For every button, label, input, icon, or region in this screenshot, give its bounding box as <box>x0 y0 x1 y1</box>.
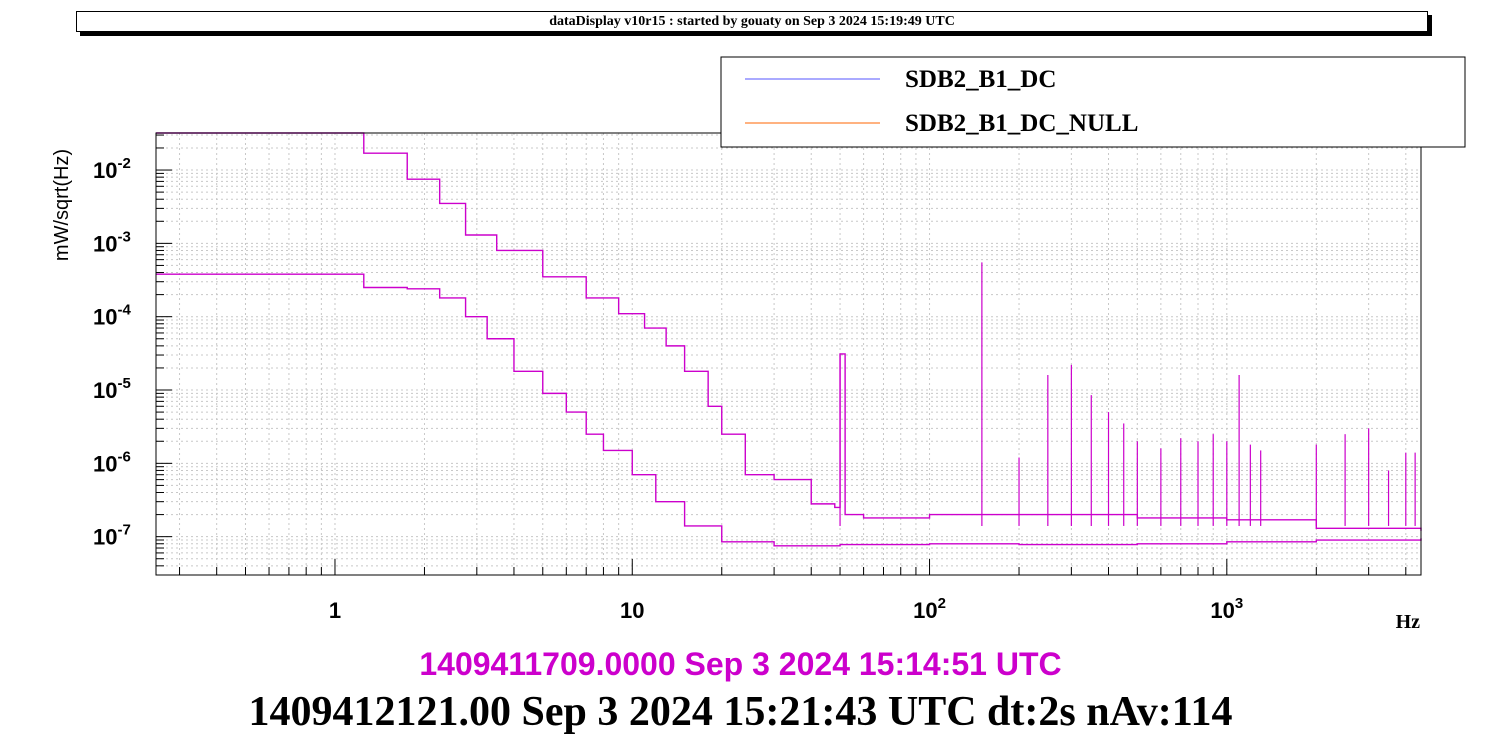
x-axis-title: Hz <box>1396 611 1421 633</box>
x-tick-labels: 1 10 102 103 <box>329 595 1243 623</box>
legend-box <box>720 56 1466 148</box>
start-time-label: 1409411709.0000 Sep 3 2024 15:14:51 UTC <box>419 646 1062 682</box>
canvas-title: dataDisplay v10r15 : started by gouaty o… <box>76 11 1428 32</box>
legend: SDB2_B1_DC SDB2_B1_DC_NULL <box>720 56 1466 148</box>
x-tick-label: 1 <box>329 598 341 623</box>
y-tick-labels: 10-2 10-3 10-4 10-5 10-6 10-7 <box>93 155 131 550</box>
legend-label-series-2: SDB2_B1_DC_NULL <box>905 110 1138 137</box>
y-tick-label: 10-2 <box>93 155 131 183</box>
series-line-2 <box>156 273 1422 547</box>
y-tick-label: 10-6 <box>93 448 131 476</box>
grid-lines <box>156 133 1421 576</box>
x-tick-label: 103 <box>1210 595 1243 623</box>
data-series <box>156 132 1422 547</box>
y-tick-label: 10-4 <box>93 302 131 330</box>
spectrum-chart: 1 10 102 103 10-2 10-3 10-4 10-5 10-6 10-7 mW/sq… <box>51 56 1466 633</box>
y-tick-label: 10-7 <box>93 522 131 550</box>
y-tick-label: 10-3 <box>93 228 131 256</box>
x-tick-label: 102 <box>913 595 946 623</box>
y-axis-title: mW/sqrt(Hz) <box>51 149 73 261</box>
spectral-peaks <box>839 262 1416 526</box>
end-time-label: 1409412121.00 Sep 3 2024 15:21:43 UTC dt… <box>248 689 1233 735</box>
legend-label-series-1: SDB2_B1_DC <box>905 66 1056 93</box>
y-tick-label: 10-5 <box>93 375 131 403</box>
axis-ticks <box>156 134 1407 576</box>
x-tick-label: 10 <box>620 598 644 623</box>
series-line-1 <box>156 132 1422 531</box>
